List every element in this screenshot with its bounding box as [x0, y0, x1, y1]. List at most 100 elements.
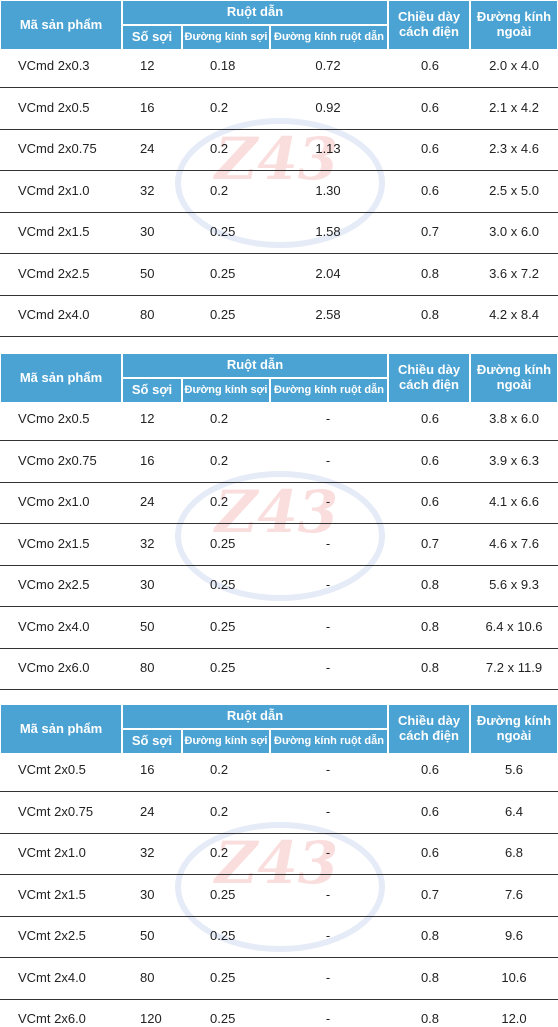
table-cell: 12: [140, 58, 155, 73]
table-cell: 0.8: [420, 928, 440, 943]
table-cell: 5.6: [504, 762, 524, 777]
table-cell: 0.2: [210, 182, 229, 198]
table-cell: 2.04: [315, 265, 341, 281]
table-cell: 6.8: [504, 845, 524, 860]
table-cell: VCmd 2x1.5: [18, 224, 90, 239]
table-cell: 0.25: [210, 224, 236, 239]
table-cell: 0.25: [210, 928, 236, 943]
table-cell: 0.8: [420, 307, 440, 322]
table-cell: 7.6: [504, 886, 524, 902]
table-cell: VCmd 2x0.3: [18, 58, 90, 73]
table-cell: VCmt 2x0.5: [18, 762, 86, 777]
header-cell: Số sợi: [122, 378, 182, 403]
row-separator: [0, 915, 558, 917]
table-cell: 0.2: [210, 845, 229, 860]
table-cell: 50: [140, 265, 155, 281]
table-cell: 0.25: [210, 577, 236, 592]
table-cell: 3.6 x 7.2: [489, 265, 539, 281]
table-cell: 2.58: [315, 307, 341, 322]
header-cell: Chiều dày cách điện: [388, 0, 470, 50]
table-cell: 2.1 x 4.2: [489, 99, 539, 115]
row-separator: [0, 440, 558, 441]
row-separator: [0, 874, 558, 875]
table-cell: 0.6: [420, 845, 440, 860]
header-cell: Mã sản phẩm: [0, 0, 122, 50]
table-cell: VCmd 2x1.0: [18, 182, 90, 198]
table-cell: 16: [140, 762, 155, 777]
table-cell: 0.6: [420, 411, 440, 426]
table-cell: 0.6: [420, 141, 440, 156]
row-separator: [0, 128, 558, 130]
table-cell: VCmo 2x1.0: [18, 494, 90, 509]
table-cell: 0.8: [420, 577, 440, 592]
table-cell: 0.92: [315, 99, 341, 115]
table-cell: VCmt 2x6.0: [18, 1011, 86, 1026]
row-separator: [0, 832, 558, 834]
table-cell: 16: [140, 452, 155, 468]
table-cell: 0.25: [210, 618, 236, 634]
table-cell: 120: [140, 1011, 162, 1026]
table-cell: 24: [140, 141, 155, 156]
table-cell: 0.25: [210, 886, 236, 902]
table-cell: 2.3 x 4.6: [489, 141, 539, 156]
header-cell: Đường kính ngoài: [470, 704, 558, 754]
table-cell: -: [325, 1011, 331, 1026]
watermark-ring: [175, 471, 385, 601]
header-cell: Đường kính ruột dẫn: [270, 729, 388, 754]
table-cell: 0.7: [420, 224, 440, 239]
table-cell: 0.2: [210, 762, 229, 777]
table-cell: 0.6: [420, 452, 440, 468]
table-cell: 80: [140, 969, 155, 985]
table-cell: 0.25: [210, 307, 236, 322]
row-separator: [0, 689, 558, 690]
table-cell: -: [325, 452, 331, 468]
table-cell: 30: [140, 577, 155, 592]
table-cell: 0.2: [210, 803, 229, 819]
table-cell: 0.8: [420, 265, 440, 281]
table-cell: 0.2: [210, 99, 229, 115]
table-cell: 0.7: [420, 886, 440, 902]
table-cell: 6.4 x 10.6: [485, 618, 543, 634]
table-cell: 80: [140, 660, 155, 675]
header-group: Ruột dẫn: [122, 704, 388, 729]
table-cell: 0.72: [315, 58, 341, 73]
table-cell: 0.8: [420, 660, 440, 675]
table-cell: 12.0: [501, 1011, 527, 1026]
table-cell: VCmd 2x0.75: [18, 141, 97, 156]
table-cell: 0.6: [420, 58, 440, 73]
row-separator: [0, 170, 558, 171]
table-cell: 32: [140, 535, 155, 551]
table-cell: 3.0 x 6.0: [489, 224, 539, 239]
row-separator: [0, 606, 558, 607]
table-cell: 1.30: [315, 182, 341, 198]
table-cell: 30: [140, 886, 155, 902]
row-separator: [0, 253, 558, 254]
table-cell: -: [325, 411, 331, 426]
header-cell: Số sợi: [122, 25, 182, 50]
row-separator: [0, 957, 558, 958]
table-cell: 16: [140, 99, 155, 115]
watermark-text: Z43: [215, 829, 339, 897]
table-cell: 0.25: [210, 265, 236, 281]
table-cell: 0.8: [420, 1011, 440, 1026]
table-cell: -: [325, 928, 331, 943]
table-cell: 0.6: [420, 762, 440, 777]
table-cell: -: [325, 494, 331, 509]
header-cell: Đường kính ruột dẫn: [270, 25, 388, 50]
table-cell: 12: [140, 411, 155, 426]
row-separator: [0, 211, 558, 213]
table-cell: VCmt 2x1.5: [18, 886, 86, 902]
table-cell: 3.9 x 6.3: [489, 452, 539, 468]
header-cell: Đường kính sợi: [182, 378, 270, 403]
table-cell: 1.13: [315, 141, 341, 156]
row-separator: [0, 294, 558, 296]
watermark-ring: [175, 118, 385, 248]
table-cell: 6.4: [504, 803, 524, 819]
table-cell: VCmt 2x0.75: [18, 803, 94, 819]
table-cell: VCmt 2x2.5: [18, 928, 86, 943]
table-cell: 0.8: [420, 969, 440, 985]
table-cell: 0.6: [420, 182, 440, 198]
header-cell: Đường kính sợi: [182, 729, 270, 754]
table-cell: 0.25: [210, 969, 236, 985]
table-cell: VCmo 2x0.75: [18, 452, 97, 468]
